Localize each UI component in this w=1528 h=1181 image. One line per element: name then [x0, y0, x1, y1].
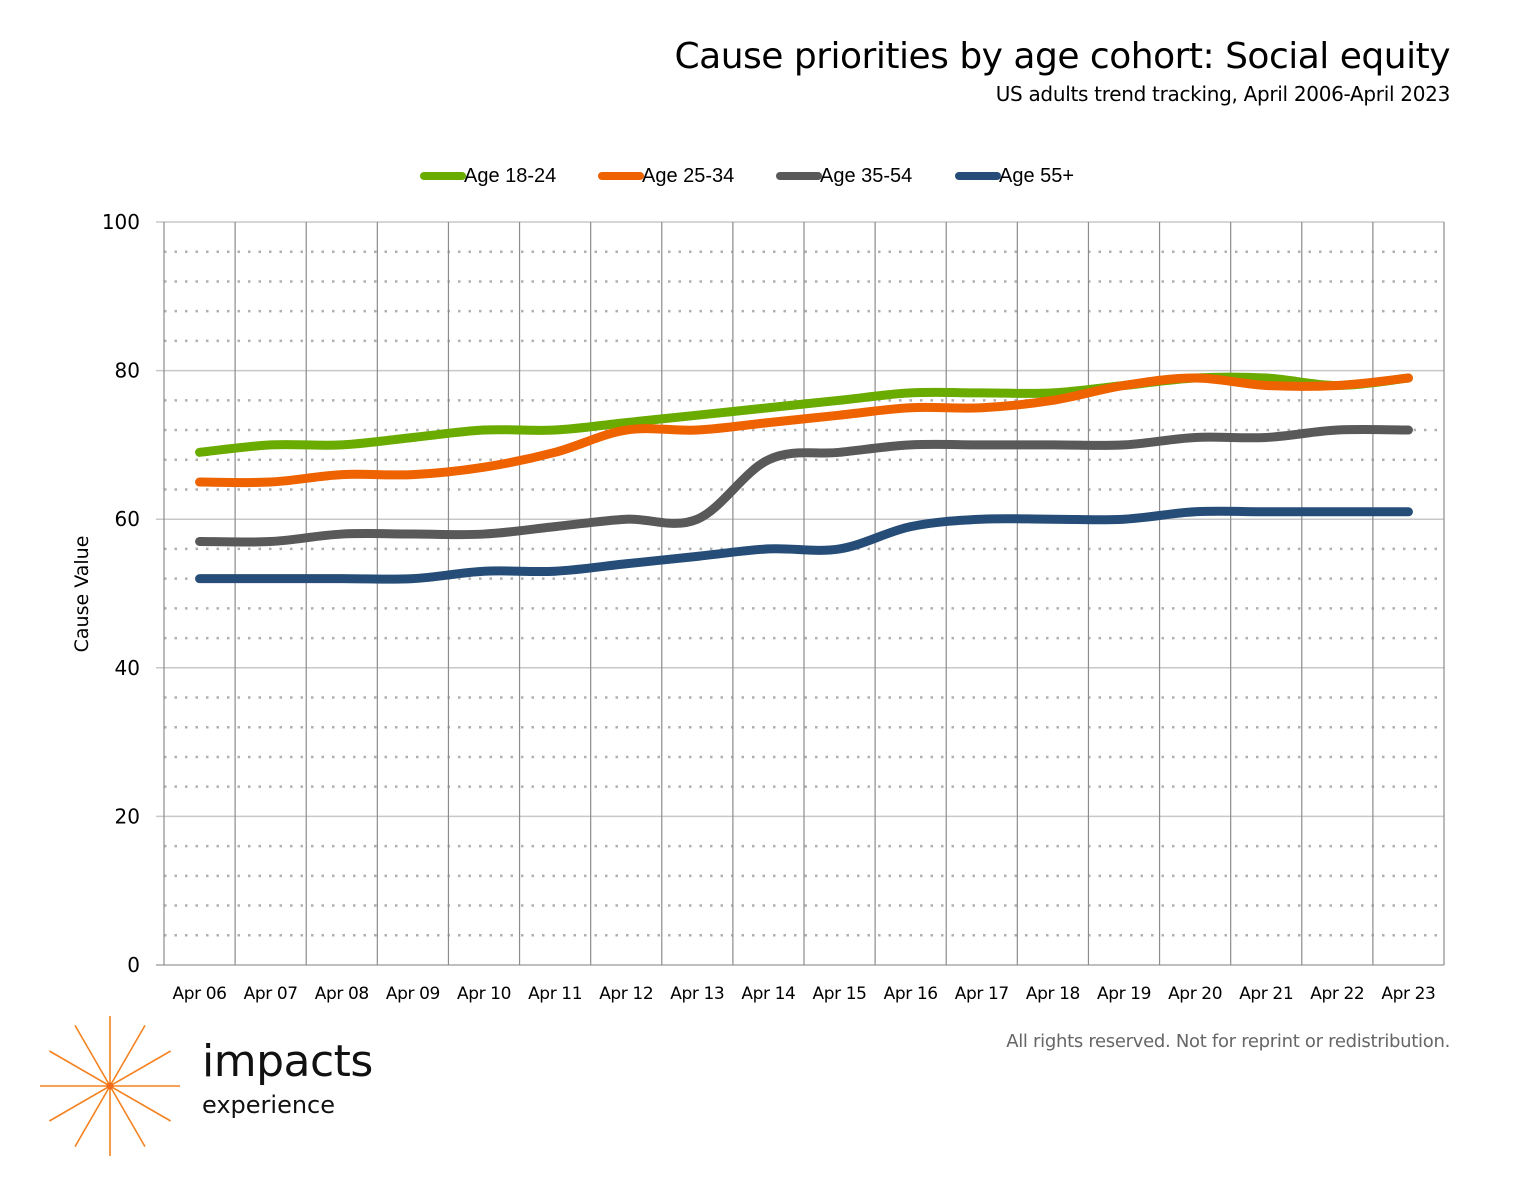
logo-center: [106, 1082, 114, 1090]
series-line-age-25-34: [195, 373, 1413, 488]
y-tick-label: 40: [115, 656, 140, 680]
x-tick-label: Apr 19: [1097, 984, 1151, 1004]
x-tick-label: Apr 07: [244, 984, 298, 1004]
y-axis-label: Cause Value: [71, 536, 93, 653]
x-tick-label: Apr 23: [1381, 984, 1435, 1004]
x-tick-label: Apr 08: [315, 984, 369, 1004]
impacts-logo-icon: [40, 1016, 180, 1156]
logo-subtext: experience: [202, 1091, 336, 1119]
x-tick-label: Apr 16: [884, 984, 938, 1004]
x-tick-label: Apr 11: [528, 984, 582, 1004]
legend-label: Age 35-54: [820, 165, 912, 187]
x-tick-label: Apr 06: [173, 984, 227, 1004]
x-tick-label: Apr 22: [1310, 984, 1364, 1004]
x-tick-label: Apr 17: [955, 984, 1009, 1004]
x-tick-label: Apr 10: [457, 984, 511, 1004]
x-tick-label: Apr 18: [1026, 984, 1080, 1004]
y-tick-label: 80: [115, 359, 140, 383]
chart-title: Cause priorities by age cohort: Social e…: [674, 36, 1451, 77]
series-line-age-55-: [195, 506, 1413, 584]
x-tick-label: Apr 09: [386, 984, 440, 1004]
series-line-age-35-54: [195, 424, 1413, 547]
x-tick-label: Apr 14: [741, 984, 795, 1004]
y-tick-label: 100: [102, 210, 140, 234]
x-tick-label: Apr 20: [1168, 984, 1222, 1004]
y-tick-label: 0: [127, 953, 140, 977]
legend-label: Age 18-24: [464, 165, 556, 187]
x-tick-label: Apr 21: [1239, 984, 1293, 1004]
copyright-note: All rights reserved. Not for reprint or …: [1006, 1031, 1450, 1052]
legend-label: Age 25-34: [642, 165, 734, 187]
chart-subtitle: US adults trend tracking, April 2006-Apr…: [995, 82, 1451, 106]
x-tick-label: Apr 12: [599, 984, 653, 1004]
y-tick-label: 20: [115, 804, 140, 828]
x-tick-label: Apr 13: [670, 984, 724, 1004]
y-tick-label: 60: [115, 507, 140, 531]
legend-label: Age 55+: [999, 165, 1074, 187]
logo-wordmark: impacts: [202, 1036, 373, 1087]
x-tick-label: Apr 15: [813, 984, 867, 1004]
